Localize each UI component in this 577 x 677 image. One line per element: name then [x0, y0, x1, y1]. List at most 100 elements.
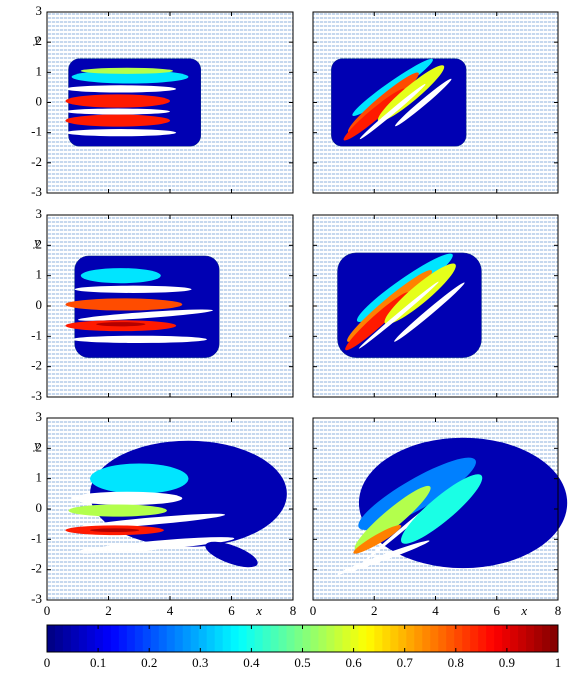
colorbar-step [142, 625, 152, 652]
y-tick-label: -3 [31, 388, 42, 403]
contour-region [205, 541, 258, 568]
x-tick-label: 8 [555, 603, 562, 618]
colorbar-tick-label: 0.6 [345, 655, 362, 670]
panel: -3 -2 -1 0 1 2 3 y [31, 3, 294, 199]
x-tick-label: 0 [44, 603, 51, 618]
y-tick-label: 0 [36, 500, 43, 515]
contour-region [68, 504, 167, 517]
x-axis-label: x [255, 603, 262, 618]
contour-region [80, 268, 161, 284]
colorbar-tick-label: 0.2 [141, 655, 157, 670]
colorbar-step [390, 625, 399, 652]
colorbar-step [286, 625, 296, 652]
colorbar-step [454, 625, 463, 652]
colorbar-step [246, 625, 256, 652]
colorbar-tick-label: 0.5 [294, 655, 310, 670]
colorbar-step [302, 625, 311, 652]
colorbar-step [478, 625, 487, 652]
colorbar-step [430, 625, 439, 652]
contour-region [78, 513, 226, 529]
colorbar-step [47, 625, 56, 652]
colorbar-step [222, 625, 232, 652]
y-tick-label: 2 [36, 236, 43, 251]
colorbar-step [550, 625, 559, 652]
colorbar-tick-label: 1 [555, 655, 562, 670]
contour-region [65, 108, 170, 115]
colorbar-step [438, 625, 447, 652]
contour-region [359, 83, 426, 140]
colorbar-tick-label: 0.1 [90, 655, 106, 670]
y-tick-label: -3 [31, 591, 42, 606]
contour-region [90, 528, 140, 533]
contour-region [65, 298, 183, 311]
colorbar-step [254, 625, 264, 652]
contour-region [395, 78, 452, 127]
panel [312, 214, 559, 398]
contour-region [74, 285, 192, 293]
colorbar-step [70, 625, 80, 652]
colorbar-step [262, 625, 272, 652]
x-tick-label: 2 [105, 603, 112, 618]
colorbar-tick-label: 0.7 [397, 655, 414, 670]
contour-region [394, 282, 465, 342]
y-tick-label: 3 [36, 3, 43, 18]
colorbar-tick-label: 0 [44, 655, 51, 670]
y-tick-label: -1 [31, 327, 42, 342]
colorbar-step [310, 625, 319, 652]
y-axis-label: y [32, 437, 40, 452]
colorbar-step [166, 625, 176, 652]
colorbar-tick-label: 0.8 [448, 655, 464, 670]
contour-region [65, 129, 177, 137]
colorbar-step [238, 625, 248, 652]
colorbar-step [486, 625, 495, 652]
contour-region [90, 463, 189, 494]
colorbar-step [150, 625, 160, 652]
colorbar-step [110, 625, 120, 652]
colorbar-step [230, 625, 240, 652]
colorbar-step [86, 625, 96, 652]
y-tick-label: 0 [36, 297, 43, 312]
y-tick-label: -1 [31, 124, 42, 139]
colorbar-step [62, 625, 72, 652]
colorbar-step [294, 625, 303, 652]
y-tick-label: -1 [31, 530, 42, 545]
x-tick-label: 8 [290, 603, 297, 618]
y-tick-label: 3 [36, 206, 43, 221]
colorbar-step [278, 625, 288, 652]
colorbar-step [134, 625, 144, 652]
colorbar-step [414, 625, 423, 652]
colorbar-step [358, 625, 367, 652]
panel: -3 -2 -1 0 1 2 3 y [31, 206, 294, 403]
colorbar-step [398, 625, 407, 652]
colorbar-step [534, 625, 543, 652]
colorbar-step [366, 625, 375, 652]
colorbar-step [190, 625, 200, 652]
colorbar-step [462, 625, 471, 652]
contour-region [65, 94, 170, 108]
contour-region [71, 70, 189, 84]
colorbar-step [174, 625, 184, 652]
x-axis-label: x [520, 603, 527, 618]
colorbar-step [102, 625, 112, 652]
colorbar-tick-label: 0.4 [243, 655, 260, 670]
contour-region [65, 114, 170, 127]
contour-region [345, 292, 410, 351]
colorbar-step [374, 625, 383, 652]
y-tick-label: 1 [36, 267, 43, 282]
contour-region [358, 281, 439, 349]
x-tick-label: 4 [432, 603, 439, 618]
y-tick-label: -2 [31, 358, 42, 373]
contour-region [353, 524, 402, 554]
y-tick-label: 1 [36, 470, 43, 485]
contour-region [71, 335, 207, 344]
x-tick-label: 6 [228, 603, 235, 618]
colorbar-step [126, 625, 136, 652]
colorbar-step [158, 625, 168, 652]
contour-region [96, 322, 146, 327]
colorbar-step [270, 625, 280, 652]
colorbar-step [382, 625, 391, 652]
colorbar-step [526, 625, 535, 652]
y-tick-label: -2 [31, 154, 42, 169]
colorbar-step [518, 625, 527, 652]
